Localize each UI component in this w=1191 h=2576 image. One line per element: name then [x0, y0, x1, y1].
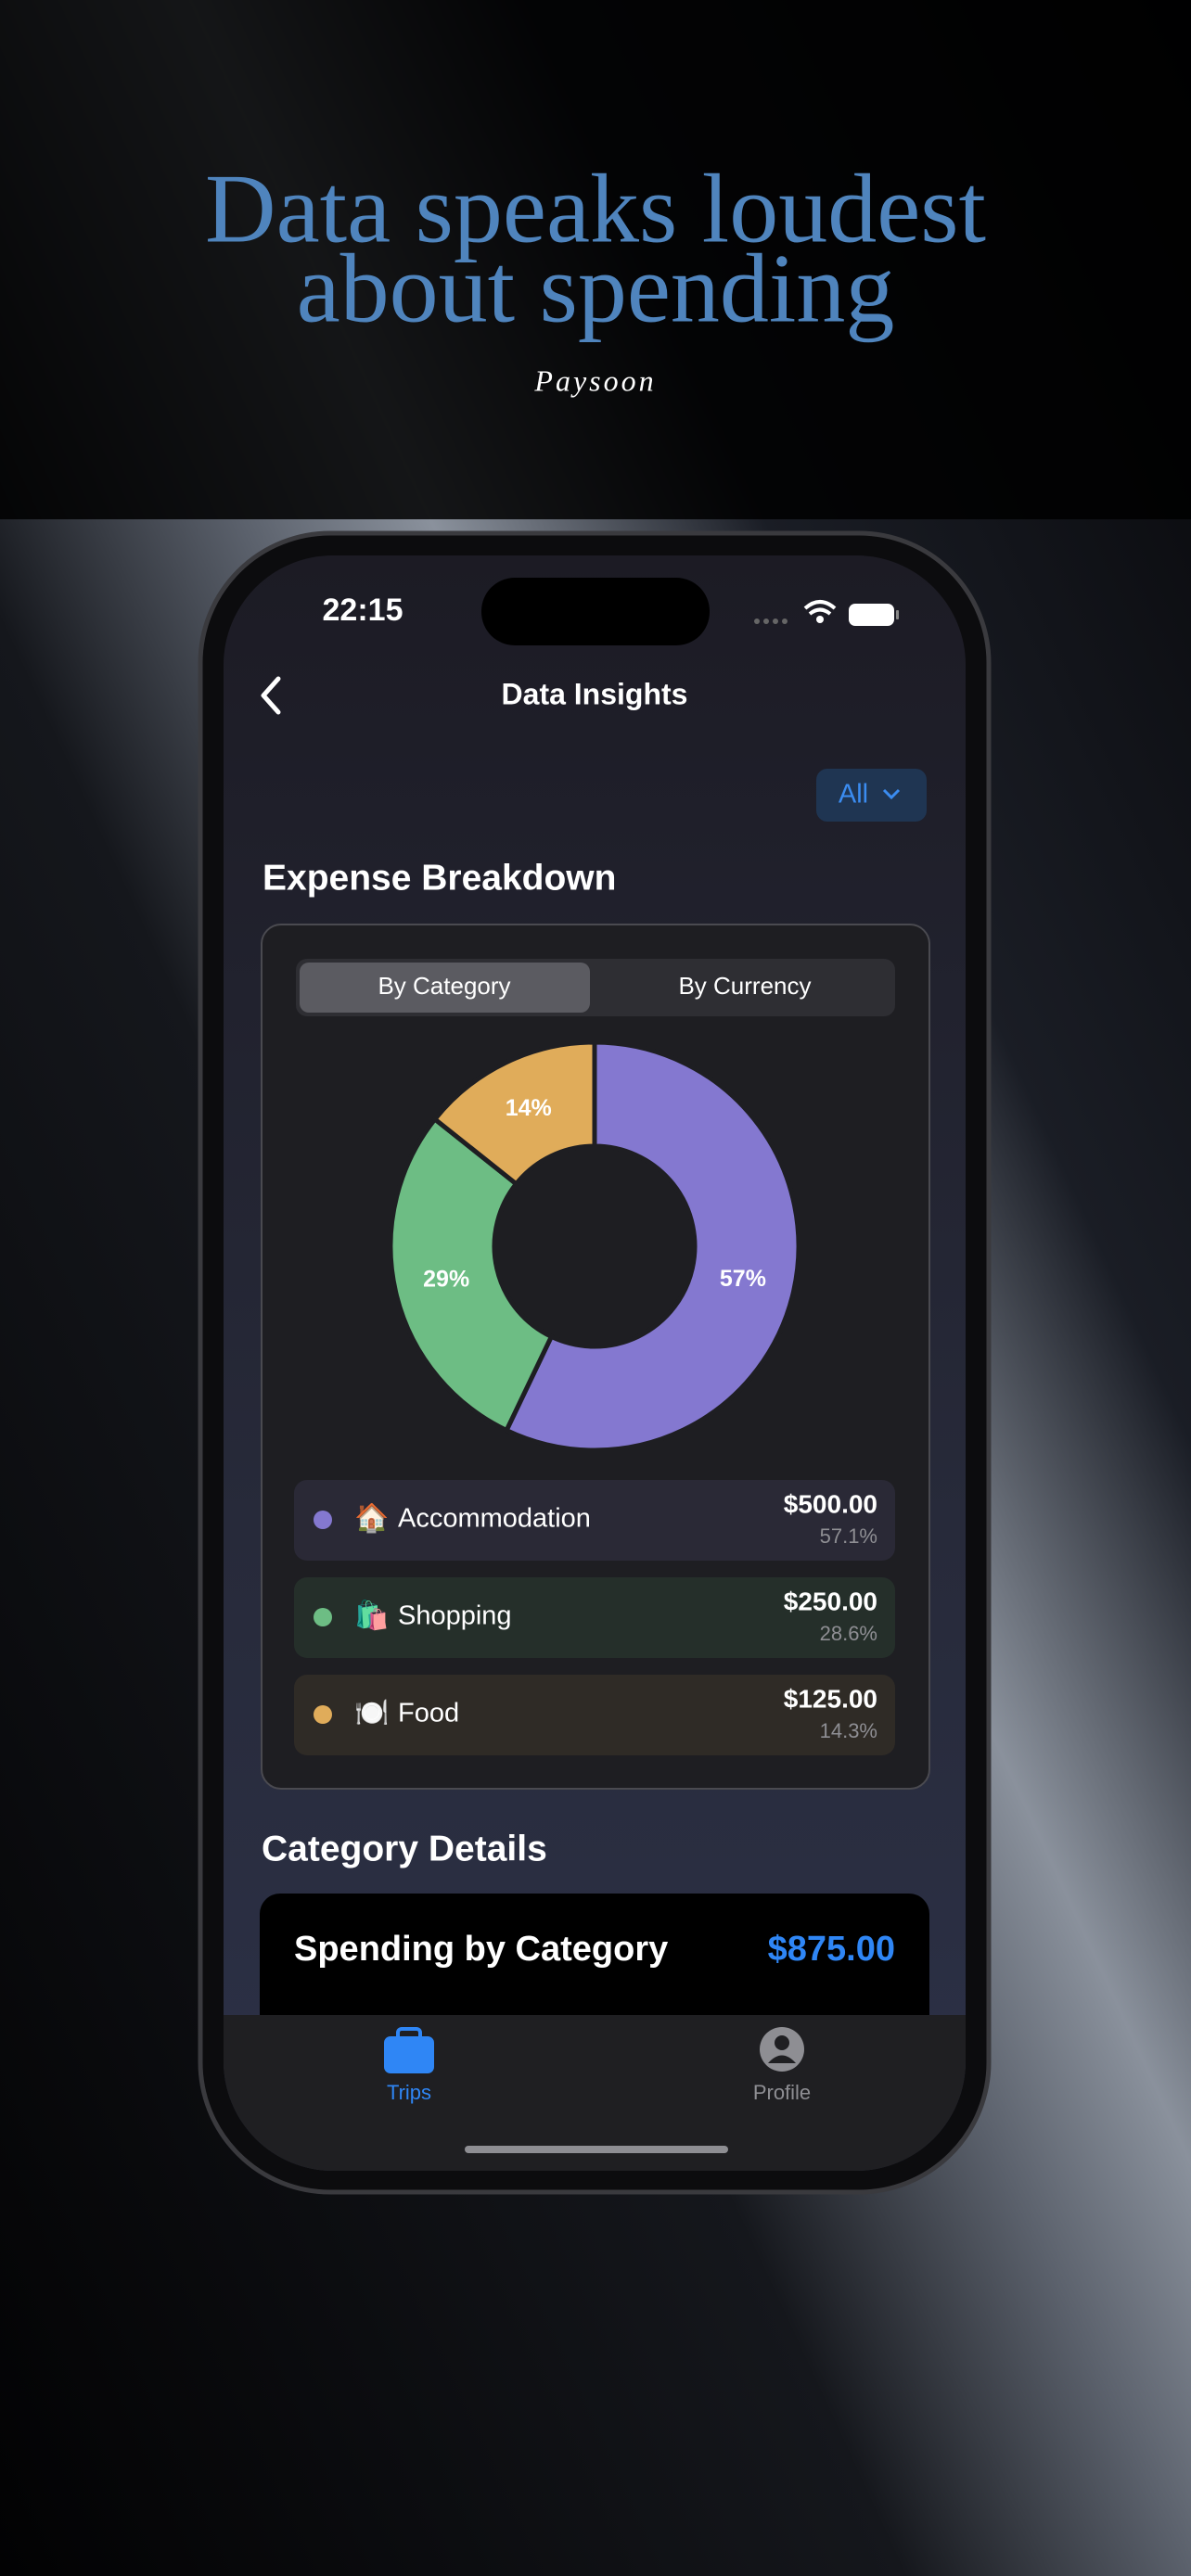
- row-name: Shopping: [398, 1601, 512, 1631]
- slice-label: 57%: [720, 1266, 766, 1292]
- row-share: 57.1%: [820, 1524, 877, 1548]
- legend-dot: [314, 1608, 332, 1626]
- row-amount: $125.00: [784, 1684, 877, 1713]
- breakdown-row: [294, 1675, 895, 1755]
- wifi-icon: [803, 600, 837, 616]
- details-total: $875.00: [768, 1930, 895, 1969]
- wifi-dot: [816, 616, 824, 623]
- row-icon: 🛍️: [354, 1599, 389, 1631]
- headline: about spending: [297, 234, 895, 342]
- donut-slice: [388, 1116, 555, 1434]
- donut-slice: [431, 1039, 597, 1188]
- slice-label: 14%: [506, 1095, 552, 1121]
- breakdown-list: 🏠 Accommodation $500.00 57.1% 🛍️ Shopping $250…: [294, 1480, 895, 1755]
- breakdown-row: [294, 1577, 895, 1658]
- battery-tip: [896, 610, 899, 619]
- segment-selected[interactable]: [300, 963, 590, 1013]
- tab-label[interactable]: Profile: [753, 2081, 811, 2104]
- row-amount: $500.00: [784, 1489, 877, 1518]
- row-amount: $250.00: [784, 1587, 877, 1615]
- row-icon: 🏠: [354, 1502, 389, 1534]
- home-indicator: [465, 2146, 728, 2153]
- filter-label[interactable]: All: [839, 780, 868, 810]
- row-name: Accommodation: [398, 1504, 591, 1534]
- slice-label: 29%: [423, 1266, 469, 1292]
- background-top: [0, 0, 1191, 519]
- dynamic-island: [481, 578, 710, 645]
- section-title: Expense Breakdown: [263, 858, 616, 898]
- tab-label[interactable]: Trips: [387, 2081, 431, 2104]
- battery-icon: [849, 604, 894, 626]
- row-share: 14.3%: [820, 1719, 877, 1742]
- section-title: Category Details: [262, 1829, 547, 1868]
- filter-chevron: [882, 788, 901, 800]
- row-name: Food: [398, 1699, 459, 1728]
- tab-bar: [224, 2015, 966, 2171]
- trips-icon[interactable]: [384, 2027, 434, 2073]
- legend-dot: [314, 1511, 332, 1529]
- brand: Paysoon: [533, 363, 656, 397]
- row-share: 28.6%: [820, 1622, 877, 1645]
- legend-dot: [314, 1705, 332, 1724]
- segment-label[interactable]: By Currency: [678, 972, 811, 1000]
- segment-label[interactable]: By Category: [378, 972, 510, 1000]
- breakdown-row: [294, 1480, 895, 1561]
- back-button[interactable]: [261, 676, 281, 715]
- nav-title: Data Insights: [502, 677, 688, 710]
- details-card-title: Spending by Category: [294, 1930, 668, 1969]
- phone-screen: 22:15 Data Insights All Expense Breakdow…: [224, 555, 966, 2171]
- donut-slice: [503, 1039, 801, 1453]
- profile-icon[interactable]: [760, 2027, 804, 2072]
- row-icon: 🍽️: [354, 1698, 389, 1728]
- filter-pill[interactable]: [816, 769, 927, 822]
- donut-chart: 57% 29% 14%: [388, 1039, 801, 1453]
- headline: Data speaks loudest: [205, 154, 986, 262]
- signal-dots: [754, 618, 788, 624]
- status-time: 22:15: [323, 593, 403, 628]
